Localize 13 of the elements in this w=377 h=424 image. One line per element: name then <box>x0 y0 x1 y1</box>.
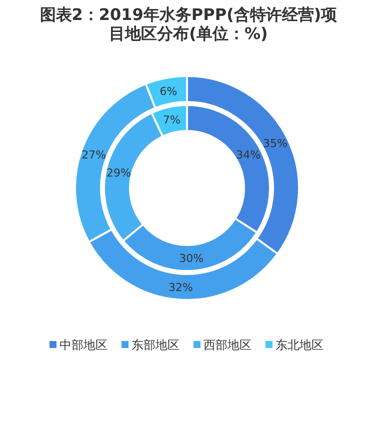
legend-label: 西部地区 <box>204 338 252 352</box>
data-label: 32% <box>168 280 194 294</box>
data-label: 34% <box>236 148 261 162</box>
data-label: 6% <box>160 84 178 98</box>
data-label: 35% <box>262 137 288 150</box>
legend-label: 中部地区 <box>60 338 108 352</box>
legend-label: 东北地区 <box>276 338 324 352</box>
data-label: 30% <box>179 252 204 265</box>
legend-label: 东部地区 <box>132 338 180 352</box>
data-label: 29% <box>106 166 131 180</box>
data-label: 27% <box>82 148 106 162</box>
data-label: 7% <box>163 114 180 127</box>
chart-title: 图表2：2019年水务PPP(含特许经营)项目地区分布(单位：%) <box>40 5 338 43</box>
